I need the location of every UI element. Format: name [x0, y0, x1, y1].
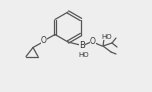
- Text: HO: HO: [78, 52, 89, 58]
- Text: HO: HO: [101, 34, 112, 40]
- Text: O: O: [41, 36, 47, 45]
- Text: B: B: [79, 40, 85, 49]
- Text: O: O: [90, 38, 96, 46]
